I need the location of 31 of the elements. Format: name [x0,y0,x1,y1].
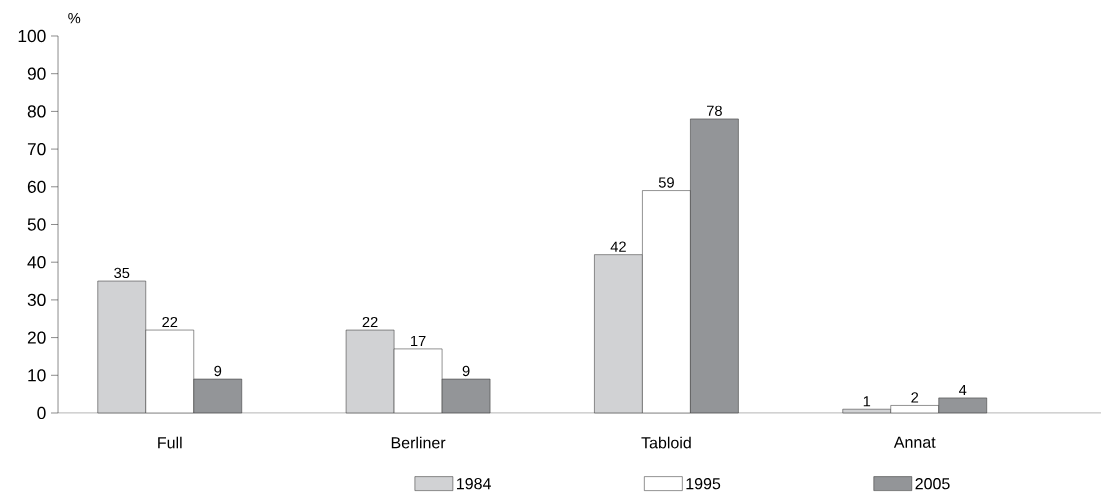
y-tick-label: 100 [18,29,46,43]
y-tick-label: 30 [27,293,46,307]
legend-label: 1995 [686,478,721,490]
y-tick-label: 80 [27,105,46,118]
data-label: 9 [214,365,222,377]
y-tick-label: 90 [27,67,46,80]
data-label: 22 [162,316,178,328]
legend-label: 2005 [915,478,950,490]
data-label: 35 [114,267,130,279]
data-label: 78 [707,105,722,116]
y-tick-label: 20 [27,331,46,344]
y-tick-label: 0 [37,406,46,420]
data-label: 1 [863,396,871,407]
data-label: 59 [658,177,674,188]
y-tick-label: 60 [27,180,46,193]
x-tick-label: Berliner [391,436,446,449]
x-tick-label: Tabloid [641,436,691,449]
data-label: 17 [411,335,426,346]
data-label: 2 [911,392,919,403]
data-label: 9 [462,365,470,377]
y-axis-title: % [68,13,81,24]
y-tick-label: 10 [28,369,46,382]
y-tick-label: 40 [27,256,46,269]
legend-label: 1984 [457,478,491,490]
x-tick-label: Full [158,436,182,449]
data-label: 4 [959,384,967,395]
y-tick-label: 70 [27,142,46,156]
x-tick-label: Annat [893,436,936,448]
y-tick-label: 50 [27,218,46,231]
data-label: 22 [362,316,378,328]
data-label: 42 [610,241,626,252]
